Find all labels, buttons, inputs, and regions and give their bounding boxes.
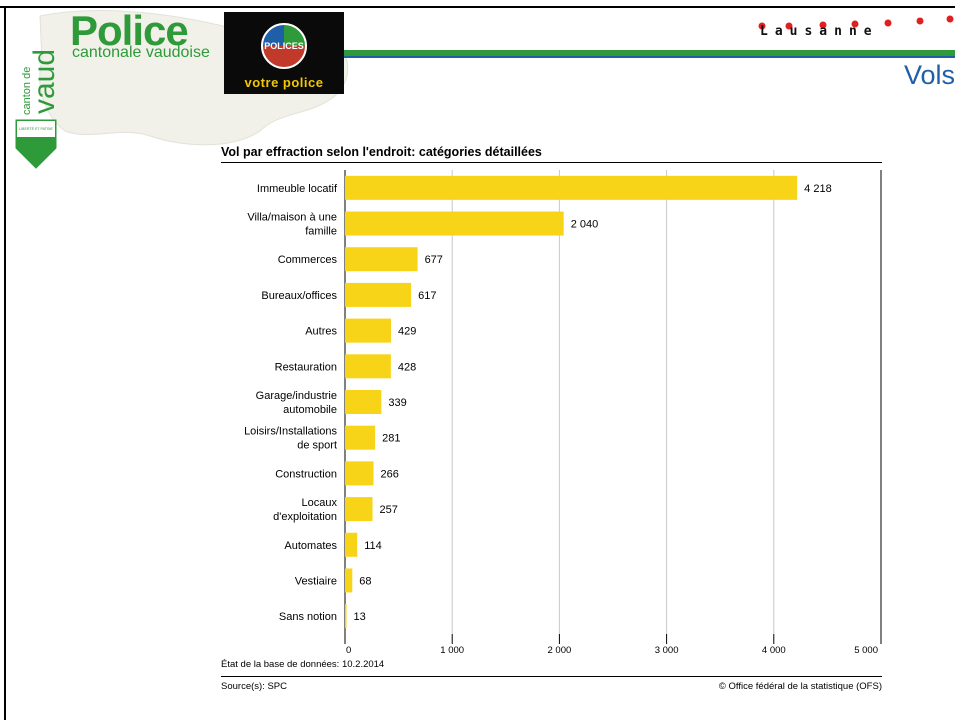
bar xyxy=(345,247,418,272)
category-label: Sans notion xyxy=(279,611,337,623)
city-name: Lausanne xyxy=(760,24,879,39)
bar xyxy=(345,175,798,200)
section-title: Vols xyxy=(903,60,955,90)
x-tick-label: 5 000 xyxy=(854,645,878,656)
decorative-dots-icon xyxy=(758,15,954,30)
category-label: Garage/industrie automobile xyxy=(256,390,337,416)
x-tick-label: 3 000 xyxy=(655,645,679,656)
agency-subtitle: cantonale vaudoise xyxy=(72,44,210,61)
bar xyxy=(345,425,376,450)
category-label: Autres xyxy=(305,326,337,338)
category-label: Restauration xyxy=(275,361,337,373)
bar xyxy=(345,604,347,629)
data-label: 266 xyxy=(381,468,399,480)
bar xyxy=(345,497,373,522)
category-label: Bureaux/offices xyxy=(261,290,337,302)
chart-title-rule xyxy=(221,162,882,163)
x-tick-label: 2 000 xyxy=(548,645,572,656)
chart-title: Vol par effraction selon l'endroit: caté… xyxy=(221,145,542,159)
bar xyxy=(345,568,353,593)
shield-motto: LIBERTÉ ET PATRIE xyxy=(19,126,53,131)
data-label: 429 xyxy=(398,326,416,338)
police-emblem-icon: POLICES xyxy=(261,23,307,69)
data-label: 4 218 xyxy=(804,183,832,195)
header-band-blue xyxy=(344,56,955,58)
category-label: Commerces xyxy=(278,254,338,266)
data-label: 257 xyxy=(380,504,398,516)
category-label: Locaux d'exploitation xyxy=(273,497,337,523)
footer-rule xyxy=(221,676,882,677)
x-tick-label: 1 000 xyxy=(440,645,464,656)
agency-title: Police xyxy=(70,7,189,54)
category-label: Vestiaire xyxy=(295,575,337,587)
category-label: Automates xyxy=(284,540,337,552)
votre-police-badge: POLICES votre police xyxy=(224,12,344,94)
data-label: 68 xyxy=(359,575,371,587)
shield-top xyxy=(17,121,55,137)
database-state: État de la base de données: 10.2.2014 xyxy=(221,659,385,670)
bar xyxy=(345,354,391,379)
badge-slogan: votre police xyxy=(244,75,324,90)
bar xyxy=(345,532,358,557)
vaud-canton-logo: canton de vaud LIBERTÉ ET PATRIE xyxy=(15,49,60,169)
category-label: Loisirs/Installations de sport xyxy=(244,426,337,452)
source-note: Source(s): SPC xyxy=(221,681,287,692)
x-tick-label: 4 000 xyxy=(762,645,786,656)
data-label: 339 xyxy=(388,397,406,409)
frame-top-border xyxy=(0,6,955,8)
data-label: 13 xyxy=(354,611,366,623)
category-label: Immeuble locatif xyxy=(257,183,338,195)
data-label: 677 xyxy=(425,254,443,266)
header-band-green xyxy=(344,50,955,56)
frame-left-border xyxy=(4,6,6,720)
data-label: 428 xyxy=(398,361,416,373)
badge-text: POLICES xyxy=(264,41,304,51)
bar xyxy=(345,282,412,307)
data-label: 617 xyxy=(418,290,436,302)
bar xyxy=(345,461,374,486)
data-label: 114 xyxy=(364,540,382,552)
data-label: 2 040 xyxy=(571,219,599,231)
x-tick-label: 0 xyxy=(346,645,351,656)
category-label: Construction xyxy=(275,468,337,480)
bar xyxy=(345,390,382,414)
canton-big-text: vaud xyxy=(28,49,60,114)
copyright-note: © Office fédéral de la statistique (OFS) xyxy=(718,681,882,692)
canton-small-text: canton de xyxy=(21,67,33,115)
category-label: Villa/maison à une famille xyxy=(247,212,337,238)
data-label: 281 xyxy=(382,433,400,445)
bar xyxy=(345,211,564,236)
bar xyxy=(345,318,391,343)
